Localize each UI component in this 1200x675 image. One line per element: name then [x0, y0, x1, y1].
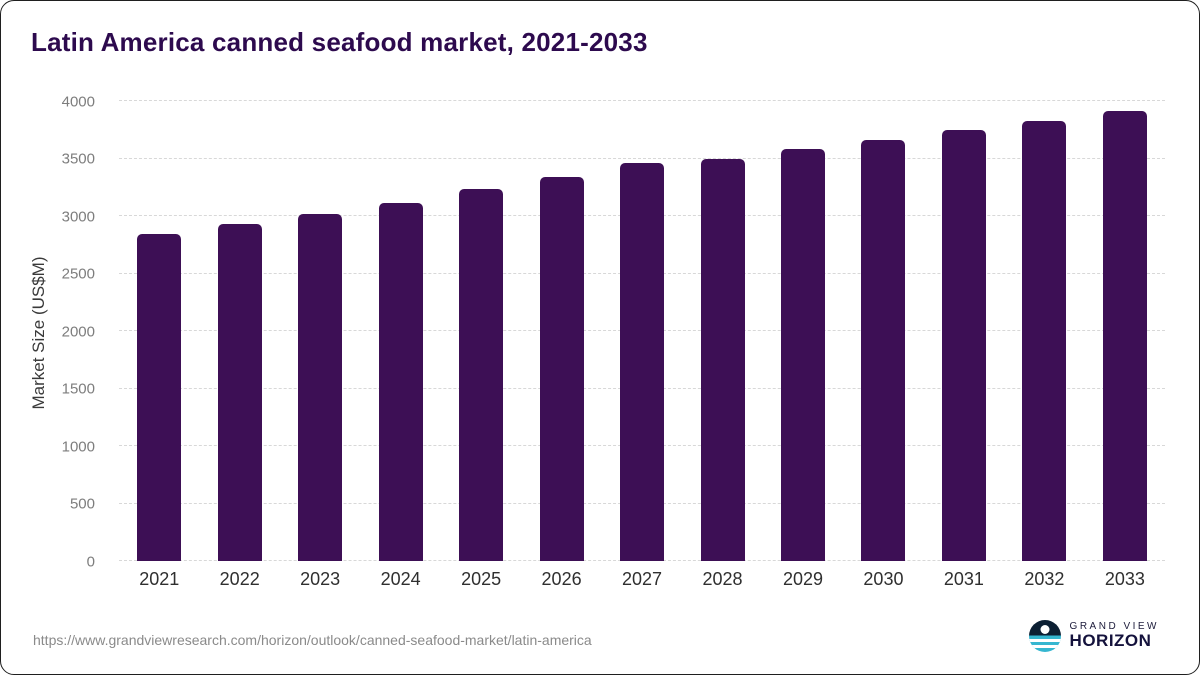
source-url: https://www.grandviewresearch.com/horizo… [33, 632, 592, 648]
bar-slot-2032 [1004, 101, 1084, 561]
y-tick-label-500: 500 [69, 495, 95, 513]
chart-title: Latin America canned seafood market, 202… [31, 27, 648, 57]
plot-area [119, 100, 1165, 561]
bar-slot-2029 [763, 101, 843, 561]
x-tick-label-2026: 2026 [541, 569, 582, 589]
x-tick-label-2025: 2025 [461, 569, 502, 589]
y-tick-label-2000: 2000 [61, 323, 95, 340]
x-tick-label-2028: 2028 [702, 569, 743, 589]
x-tick-label-2032: 2032 [1024, 569, 1065, 589]
x-tick-label-2030: 2030 [863, 569, 904, 589]
x-tick-label-2029: 2029 [782, 569, 823, 589]
y-tick-label-2500: 2500 [61, 265, 95, 283]
y-axis-tick-labels: 0 500 1000 1500 2000 2500 3000 3500 4000 [1, 93, 109, 570]
y-tick-label-3000: 3000 [61, 208, 95, 225]
x-axis-tick-labels: 2021 2022 2023 2024 2025 2026 2027 2028 2029 2030… [119, 569, 1165, 590]
bar-slot-2031 [924, 101, 1004, 561]
bar-2030[interactable] [861, 139, 906, 561]
logo-sun-dot [1040, 625, 1050, 634]
bar-slot-2028 [682, 101, 762, 561]
bar-2023[interactable] [298, 214, 343, 561]
gridline-3500 [119, 157, 1165, 159]
bar-2029[interactable] [780, 149, 825, 561]
bar-2026[interactable] [539, 177, 584, 561]
y-tick-label-1500: 1500 [61, 380, 95, 398]
bar-slot-2022 [199, 101, 279, 561]
x-tick-label-2023: 2023 [300, 569, 341, 589]
y-tick-label-3500: 3500 [61, 150, 95, 168]
bar-2024[interactable] [378, 202, 423, 561]
logo-stripe [1028, 645, 1061, 648]
bar-2032[interactable] [1022, 121, 1067, 561]
logo-grand-view-label: GRAND VIEW [1069, 621, 1159, 633]
x-tick-label-2033: 2033 [1104, 569, 1145, 589]
bar-2025[interactable] [459, 188, 504, 561]
x-tick-label-2024: 2024 [380, 569, 421, 589]
gridline-4000 [119, 100, 1165, 101]
bar-slot-2025 [441, 101, 521, 561]
bar-2022[interactable] [217, 224, 262, 561]
bar-2021[interactable] [137, 234, 182, 561]
logo-horizon-label: HORIZON [1069, 631, 1152, 651]
bar-slot-2023 [280, 101, 360, 561]
bar-2028[interactable] [700, 159, 745, 561]
x-tick-label-2022: 2022 [219, 569, 260, 589]
bar-2033[interactable] [1102, 110, 1147, 561]
y-tick-label-1000: 1000 [61, 438, 95, 455]
x-tick-label-2021: 2021 [139, 569, 180, 589]
bar-slot-2021 [119, 101, 199, 561]
bar-slot-2033 [1085, 101, 1165, 561]
logo-text: GRAND VIEW HORIZON [1070, 621, 1159, 651]
bar-slot-2024 [360, 101, 440, 561]
bar-slot-2026 [521, 101, 601, 561]
grand-view-horizon-logo: GRAND VIEW HORIZON [1028, 620, 1159, 652]
y-tick-label-0: 0 [86, 553, 95, 570]
bar-2027[interactable] [620, 163, 665, 561]
x-tick-label-2031: 2031 [943, 569, 984, 589]
bar-slot-2027 [602, 101, 682, 561]
bar-2031[interactable] [941, 129, 986, 561]
bar-series [119, 101, 1165, 561]
y-tick-label-4000: 4000 [61, 93, 95, 110]
horizon-logo-icon [1028, 620, 1061, 652]
logo-stripe [1028, 639, 1061, 642]
x-tick-label-2027: 2027 [622, 569, 663, 589]
bar-slot-2030 [843, 101, 923, 561]
